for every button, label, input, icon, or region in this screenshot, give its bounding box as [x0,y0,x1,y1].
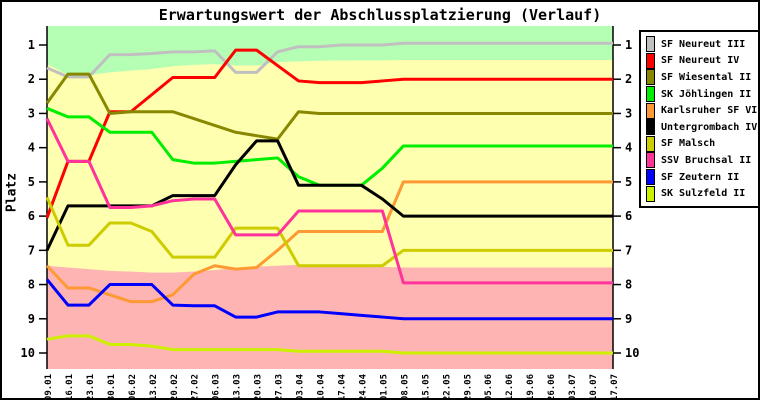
legend-item-sk-j-hlingen-ii: SK Jöhlingen II [641,86,758,103]
legend-item-label: SK Jöhlingen II [661,88,752,100]
chart-title: Erwartungswert der Abschlussplatzierung … [158,6,602,24]
x-tick-label: 16.01 [65,374,75,398]
y-tick-label-right: 8 [625,278,632,292]
y-tick-label-right: 6 [625,209,632,223]
x-tick-label: 01.05 [379,374,389,398]
y-tick-label-left: 7 [28,243,35,257]
legend-item-ssv-bruchsal-ii: SSV Bruchsal II [641,152,758,169]
x-tick-label: 03.07 [568,374,578,398]
legend-swatch-icon [646,86,655,103]
x-tick-label: 29.05 [463,374,473,398]
x-tick-label: 19.06 [526,374,536,398]
legend-swatch-icon [646,52,655,69]
y-tick-label-right: 9 [625,312,632,326]
x-tick-label: 24.04 [358,373,368,398]
zone-promotion [47,26,613,76]
y-tick-label-left: 2 [28,72,35,86]
legend-item-label: SSV Bruchsal II [661,154,752,166]
y-tick-label-left: 1 [28,38,35,52]
legend-swatch-icon [646,119,655,136]
legend-item-sf-wiesental-ii: SF Wiesental II [641,69,758,86]
x-tick-label: 27.03 [275,374,285,398]
x-tick-label: 17.07 [610,374,620,398]
legend-item-sf-malsch: SF Malsch [641,135,758,153]
legend-swatch-icon [646,185,655,202]
y-tick-label-right: 10 [625,346,639,360]
series-line-sf-neureut-iv [45,48,613,219]
x-tick-label: 15.05 [421,374,431,398]
x-tick-label: 05.06 [484,374,494,398]
legend-item-sk-sulzfeld-ii: SK Sulzfeld II [641,185,758,202]
x-tick-label: 23.01 [86,374,96,398]
legend-item-label: Untergrombach IV [661,121,758,133]
x-tick-label: 20.02 [170,374,180,398]
legend-item-sf-zeutern-ii: SF Zeutern II [641,169,758,186]
y-tick-label-left: 10 [21,346,35,360]
x-tick-label: 27.02 [191,374,201,398]
legend-swatch-icon [646,169,655,186]
y-tick-label-left: 8 [28,278,35,292]
y-tick-label-right: 2 [625,72,632,86]
y-tick-label-left: 6 [28,209,35,223]
series-line-sf-neureut-iii [46,41,613,79]
x-tick-label: 10.07 [589,374,599,398]
x-tick-label: 06.02 [128,374,138,398]
legend-swatch-icon [646,102,655,119]
y-tick-label-left: 9 [28,312,35,326]
legend-item-label: SF Zeutern II [661,171,740,183]
series-line-karlsruher-sf-vi [45,180,613,304]
legend-swatch-icon [646,135,655,152]
series-line-sf-malsch [45,196,613,268]
legend-item-sf-neureut-iv: SF Neureut IV [641,52,758,70]
x-tick-label: 20.03 [254,374,264,398]
x-tick-label: 26.06 [547,374,557,398]
legend-item-label: SF Neureut III [661,38,746,50]
legend-item-label: SF Neureut IV [661,55,740,67]
x-tick-label: 13.03 [233,374,243,398]
legend-swatch-icon [646,69,655,86]
legend-swatch-icon [646,152,655,169]
series-line-sf-wiesental-ii [45,72,613,141]
legend: SF Neureut III SF Neureut IV SF Wiesental … [639,30,758,208]
legend-swatch-icon [646,36,655,53]
x-tick-label: 17.04 [337,373,347,398]
legend-item-label: Karlsruher SF VI [661,105,758,117]
x-tick-label: 30.01 [107,374,117,398]
legend-item-label: SK Sulzfeld II [661,188,746,200]
y-tick-label-right: 7 [625,243,632,257]
legend-item-karlsruher-sf-vi: Karlsruher SF VI [641,102,758,119]
legend-item-label: SF Wiesental II [661,71,752,83]
series-line-sk-sulzfeld-ii [46,334,613,355]
y-tick-label-right: 5 [625,175,632,189]
y-tick-label-left: 4 [28,141,35,155]
y-tick-label-right: 3 [625,106,632,120]
x-tick-label: 08.05 [400,374,410,398]
x-tick-label: 06.03 [212,374,222,398]
x-tick-label: 22.05 [442,374,452,398]
x-tick-label: 12.06 [505,374,515,398]
legend-item-label: SF Malsch [661,138,716,150]
zone-relegation [47,264,613,369]
y-tick-label-left: 5 [28,175,35,189]
series-line-ssv-bruchsal-ii [45,117,613,285]
y-tick-label-right: 1 [625,38,632,52]
x-tick-label: 09.01 [44,374,54,398]
legend-item-sf-neureut-iii: SF Neureut III [641,36,758,53]
x-tick-label: 10.04 [317,373,327,398]
legend-item-untergrombach-iv: Untergrombach IV [641,119,758,136]
x-tick-label: 03.04 [296,373,306,398]
x-tick-label: 13.02 [149,374,159,398]
y-tick-label-right: 4 [625,141,632,155]
series-line-sf-zeutern-ii [45,278,613,321]
y-tick-label-left: 3 [28,106,35,120]
